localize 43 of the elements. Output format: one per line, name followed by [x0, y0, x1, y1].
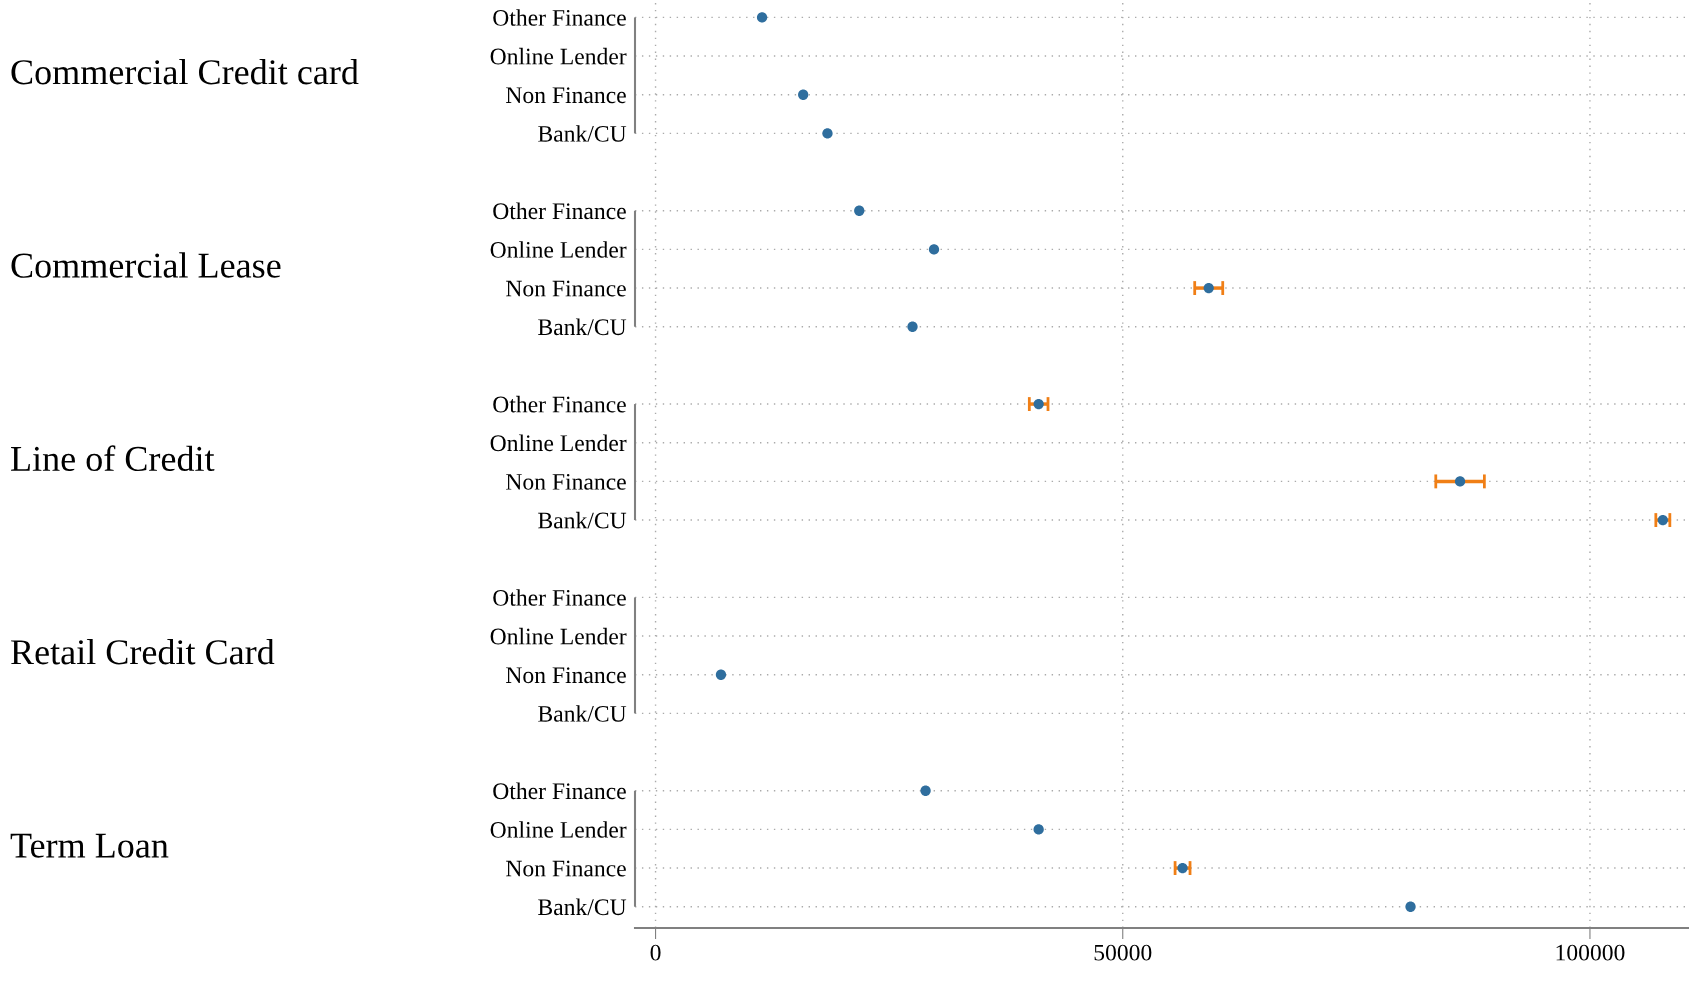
y-tick-label: Online Lender	[490, 627, 627, 645]
y-tick-label: Other Finance	[493, 395, 626, 413]
x-tick-label: 0	[650, 944, 661, 961]
text: Term Loan	[10, 833, 169, 858]
point	[928, 244, 940, 255]
text: Commercial Lease	[11, 252, 281, 278]
point	[822, 128, 833, 139]
y-tick-label: Other Finance	[493, 589, 626, 606]
point	[1033, 398, 1044, 410]
point	[1454, 476, 1466, 487]
y-tick-label: Non Finance	[506, 87, 626, 104]
y-tick-label: Bank/CU	[538, 705, 627, 722]
y-tick-label: Online Lender	[490, 821, 627, 838]
point	[1177, 862, 1188, 874]
point	[1033, 824, 1044, 835]
point	[715, 669, 727, 680]
y-tick-label: Bank/CU	[538, 898, 627, 916]
text: Line of Credit	[11, 445, 215, 472]
point	[907, 321, 918, 332]
y-tick-label: Non Finance	[506, 473, 626, 490]
point	[756, 12, 768, 23]
y-tick-label: Bank/CU	[538, 511, 627, 529]
point	[1203, 282, 1214, 294]
y-tick-label: Non Finance	[506, 860, 626, 877]
y-tick-label: Bank/CU	[538, 318, 627, 336]
y-tick-label: Non Finance	[506, 280, 626, 297]
y-tick-label: Non Finance	[506, 667, 626, 684]
text: Retail Credit Card	[11, 639, 275, 665]
y-tick-label: Other Finance	[493, 9, 626, 26]
point	[1657, 514, 1668, 526]
point	[854, 205, 865, 216]
point	[920, 785, 931, 796]
text: Commercial Credit card	[11, 59, 359, 85]
point	[1405, 901, 1416, 912]
x-tick-label: 50000	[1094, 944, 1152, 961]
y-tick-label: Online Lender	[490, 434, 627, 452]
x-tick-label: 100000	[1556, 944, 1625, 961]
point	[798, 89, 809, 100]
y-tick-label: Online Lender	[490, 47, 627, 65]
y-tick-label: Online Lender	[490, 241, 627, 258]
y-tick-label: Other Finance	[493, 782, 626, 800]
y-tick-label: Other Finance	[493, 202, 626, 220]
y-tick-label: Bank/CU	[538, 125, 627, 142]
